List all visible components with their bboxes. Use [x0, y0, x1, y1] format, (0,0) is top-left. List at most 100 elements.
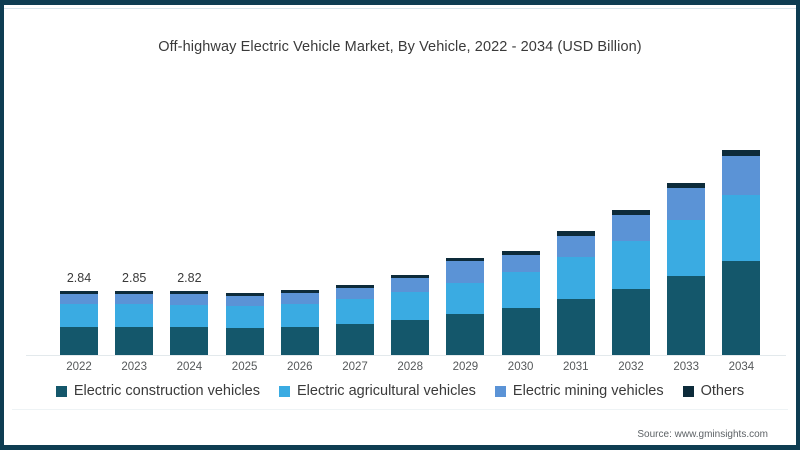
bar-column — [722, 150, 761, 355]
bar-segment — [612, 209, 650, 216]
bar-segment — [280, 303, 319, 327]
legend-item-label: Others — [700, 383, 745, 399]
bar-segment — [391, 275, 430, 279]
bar-segment — [336, 299, 374, 325]
legend-item[interactable]: Electric mining vehicles — [494, 383, 664, 399]
bar-segment — [280, 289, 319, 294]
bar-segment — [501, 254, 540, 273]
x-axis-tick-label: 2030 — [507, 361, 534, 373]
bar-column — [556, 231, 595, 355]
x-axis-tick-label: 2024 — [176, 361, 203, 373]
bar-column — [391, 275, 430, 355]
x-axis-tick-label: 2028 — [397, 361, 423, 373]
chart-legend: Electric construction vehicles Electric a… — [4, 383, 796, 399]
bar-segment — [60, 293, 98, 305]
legend-swatch-icon — [682, 385, 694, 397]
bar-column — [336, 284, 374, 355]
bar-column — [446, 257, 485, 355]
bar-segment — [556, 231, 595, 237]
bar-column — [225, 293, 264, 355]
bar-column — [115, 290, 154, 355]
bar-column — [280, 289, 319, 355]
legend-item-label: Electric mining vehicles — [512, 383, 664, 399]
legend-item-label: Electric construction vehicles — [73, 383, 261, 399]
legend-item[interactable]: Electric agricultural vehicles — [279, 383, 476, 399]
bar-segment — [722, 156, 761, 195]
bar-segment — [115, 293, 154, 305]
bar-segment — [60, 304, 98, 327]
bar-segment — [225, 296, 264, 307]
bar-segment — [170, 304, 209, 327]
legend-item[interactable]: Electric construction vehicles — [55, 383, 261, 399]
bar-segment — [722, 194, 761, 262]
source-caption: Source: www.gminsights.com — [637, 429, 768, 440]
bar-column — [60, 290, 98, 355]
bar-segment — [336, 324, 374, 355]
legend-swatch-icon — [279, 385, 291, 397]
x-axis-tick-label: 2025 — [231, 361, 258, 373]
bar-segment — [115, 290, 154, 294]
bar-segment — [612, 240, 650, 289]
bar-value-label: 2.84 — [66, 270, 92, 285]
bar-segment — [170, 294, 209, 305]
bar-segment — [556, 236, 595, 258]
legend-divider — [12, 409, 788, 410]
bar-segment — [446, 261, 485, 284]
bar-column — [667, 182, 706, 355]
legend-swatch-icon — [55, 385, 67, 397]
bar-segment — [722, 261, 761, 355]
legend-item-label: Electric agricultural vehicles — [297, 383, 476, 399]
bar-segment — [722, 150, 761, 157]
bar-segment — [446, 257, 485, 262]
bar-column — [612, 209, 650, 355]
bar-segment — [667, 182, 706, 189]
plot-area: 2.84 2.85 2.82 — [42, 95, 772, 355]
x-axis-tick-label: 2033 — [673, 361, 699, 373]
bar-value-label: 2.85 — [122, 270, 147, 285]
bar-value-label: 2.82 — [177, 271, 202, 286]
bar-segment — [280, 293, 319, 304]
bar-segment — [170, 291, 209, 295]
bar-segment — [115, 326, 154, 355]
bar-segment — [667, 276, 706, 355]
legend-item[interactable]: Others — [682, 383, 745, 399]
bar-segment — [667, 220, 706, 277]
bar-segment — [225, 306, 264, 328]
x-axis-tick-label: 2026 — [287, 361, 313, 373]
chart-title: Off-highway Electric Vehicle Market, By … — [158, 39, 642, 55]
bar-segment — [60, 290, 98, 294]
x-axis-tick-label: 2031 — [563, 361, 589, 373]
x-axis-tick-label: 2022 — [66, 361, 92, 373]
bar-segment — [280, 326, 319, 355]
x-axis: 2022 2023 2024 2025 2026 2027 2028 2029 2030 2031… — [42, 361, 772, 379]
bar-segment — [170, 326, 209, 355]
legend-swatch-icon — [494, 385, 506, 397]
bar-segment — [225, 293, 264, 297]
bar-segment — [556, 298, 595, 355]
x-axis-tick-label: 2027 — [342, 361, 368, 373]
bar-segment — [501, 307, 540, 355]
bar-segment — [667, 188, 706, 221]
bar-segment — [446, 283, 485, 315]
bar-segment — [115, 304, 154, 327]
top-divider — [4, 8, 796, 9]
bar-column — [170, 291, 209, 355]
x-axis-tick-label: 2032 — [618, 361, 644, 373]
bar-segment — [501, 250, 540, 255]
bar-segment — [446, 314, 485, 355]
bar-segment — [556, 257, 595, 299]
bar-segment — [336, 287, 374, 300]
bar-segment — [336, 284, 374, 288]
bar-segment — [391, 291, 430, 320]
x-axis-tick-label: 2034 — [728, 361, 755, 373]
bar-segment — [612, 215, 650, 241]
bar-segment — [60, 326, 98, 355]
bar-segment — [612, 288, 650, 355]
bar-segment — [225, 327, 264, 355]
bar-segment — [501, 272, 540, 308]
axis-baseline — [26, 355, 786, 356]
bar-segment — [391, 319, 430, 355]
x-axis-tick-label: 2023 — [121, 361, 147, 373]
bar-segment — [391, 278, 430, 292]
